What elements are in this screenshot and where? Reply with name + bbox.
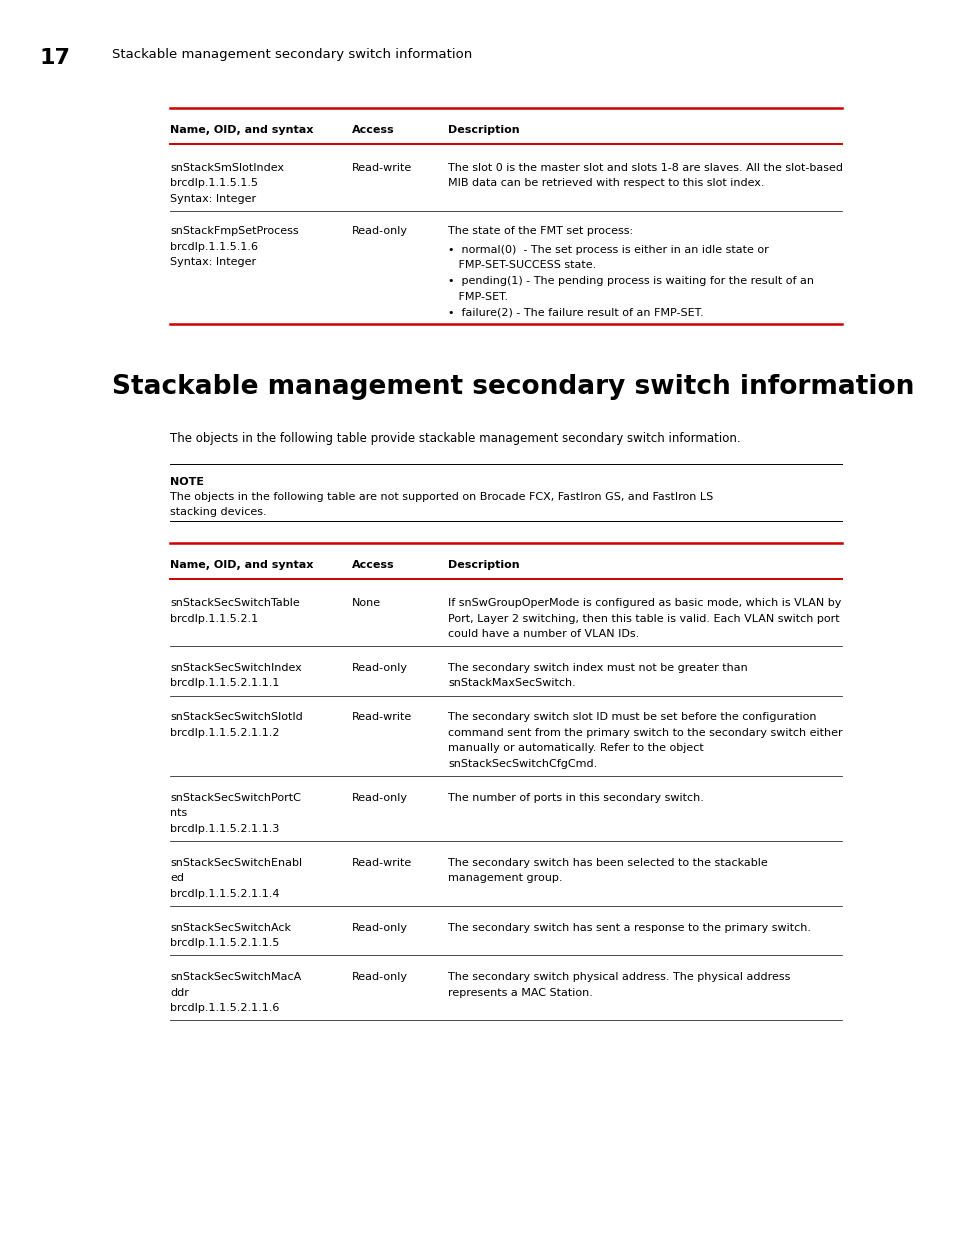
Text: Read-only: Read-only: [352, 923, 408, 932]
Text: brcdIp.1.1.5.2.1: brcdIp.1.1.5.2.1: [170, 614, 258, 624]
Text: snStackSecSwitchAck: snStackSecSwitchAck: [170, 923, 291, 932]
Text: None: None: [352, 598, 381, 608]
Text: command sent from the primary switch to the secondary switch either: command sent from the primary switch to …: [448, 727, 841, 739]
Text: •  normal(0)  - The set process is either in an idle state or: • normal(0) - The set process is either …: [448, 245, 768, 254]
Text: brcdIp.1.1.5.1.6: brcdIp.1.1.5.1.6: [170, 242, 257, 252]
Text: brcdIp.1.1.5.2.1.1.3: brcdIp.1.1.5.2.1.1.3: [170, 824, 279, 834]
Text: If snSwGroupOperMode is configured as basic mode, which is VLAN by: If snSwGroupOperMode is configured as ba…: [448, 598, 841, 608]
Text: Stackable management secondary switch information: Stackable management secondary switch in…: [112, 48, 472, 61]
Text: MIB data can be retrieved with respect to this slot index.: MIB data can be retrieved with respect t…: [448, 179, 763, 189]
Text: FMP-SET-SUCCESS state.: FMP-SET-SUCCESS state.: [448, 261, 596, 270]
Text: 17: 17: [40, 48, 71, 68]
Text: •  failure(2) - The failure result of an FMP-SET.: • failure(2) - The failure result of an …: [448, 308, 703, 317]
Text: ddr: ddr: [170, 988, 189, 998]
Text: snStackSecSwitchIndex: snStackSecSwitchIndex: [170, 663, 301, 673]
Text: The objects in the following table provide stackable management secondary switch: The objects in the following table provi…: [170, 432, 740, 445]
Text: The secondary switch physical address. The physical address: The secondary switch physical address. T…: [448, 972, 789, 983]
Text: Read-only: Read-only: [352, 793, 408, 803]
Text: Name, OID, and syntax: Name, OID, and syntax: [170, 125, 313, 135]
Text: Name, OID, and syntax: Name, OID, and syntax: [170, 559, 313, 571]
Text: •  pending(1) - The pending process is waiting for the result of an: • pending(1) - The pending process is wa…: [448, 275, 813, 287]
Text: Read-only: Read-only: [352, 226, 408, 236]
Text: brcdIp.1.1.5.2.1.1.6: brcdIp.1.1.5.2.1.1.6: [170, 1004, 279, 1014]
Text: snStackSmSlotIndex: snStackSmSlotIndex: [170, 163, 284, 173]
Text: Access: Access: [352, 559, 395, 571]
Text: snStackSecSwitchPortC: snStackSecSwitchPortC: [170, 793, 300, 803]
Text: NOTE: NOTE: [170, 477, 204, 487]
Text: Read-only: Read-only: [352, 972, 408, 983]
Text: Read-write: Read-write: [352, 858, 412, 868]
Text: Syntax: Integer: Syntax: Integer: [170, 194, 255, 204]
Text: Stackable management secondary switch information: Stackable management secondary switch in…: [112, 374, 913, 400]
Text: ed: ed: [170, 873, 184, 883]
Text: represents a MAC Station.: represents a MAC Station.: [448, 988, 592, 998]
Text: snStackFmpSetProcess: snStackFmpSetProcess: [170, 226, 298, 236]
Text: brcdIp.1.1.5.2.1.1.1: brcdIp.1.1.5.2.1.1.1: [170, 678, 279, 688]
Text: snStackMaxSecSwitch.: snStackMaxSecSwitch.: [448, 678, 576, 688]
Text: stacking devices.: stacking devices.: [170, 508, 266, 517]
Text: The secondary switch has sent a response to the primary switch.: The secondary switch has sent a response…: [448, 923, 810, 932]
Text: manually or automatically. Refer to the object: manually or automatically. Refer to the …: [448, 743, 703, 753]
Text: snStackSecSwitchSlotId: snStackSecSwitchSlotId: [170, 713, 302, 722]
Text: brcdIp.1.1.5.2.1.1.4: brcdIp.1.1.5.2.1.1.4: [170, 889, 279, 899]
Text: management group.: management group.: [448, 873, 562, 883]
Text: The state of the FMT set process:: The state of the FMT set process:: [448, 226, 633, 236]
Text: Description: Description: [448, 125, 519, 135]
Text: Read-write: Read-write: [352, 163, 412, 173]
Text: Read-write: Read-write: [352, 713, 412, 722]
Text: snStackSecSwitchTable: snStackSecSwitchTable: [170, 598, 299, 608]
Text: nts: nts: [170, 809, 187, 819]
Text: brcdIp.1.1.5.2.1.1.5: brcdIp.1.1.5.2.1.1.5: [170, 939, 279, 948]
Text: The number of ports in this secondary switch.: The number of ports in this secondary sw…: [448, 793, 703, 803]
Text: Syntax: Integer: Syntax: Integer: [170, 257, 255, 267]
Text: snStackSecSwitchMacA: snStackSecSwitchMacA: [170, 972, 301, 983]
Text: The secondary switch has been selected to the stackable: The secondary switch has been selected t…: [448, 858, 767, 868]
Text: The slot 0 is the master slot and slots 1-8 are slaves. All the slot-based: The slot 0 is the master slot and slots …: [448, 163, 842, 173]
Text: snStackSecSwitchCfgCmd.: snStackSecSwitchCfgCmd.: [448, 760, 597, 769]
Text: Port, Layer 2 switching, then this table is valid. Each VLAN switch port: Port, Layer 2 switching, then this table…: [448, 614, 839, 624]
Text: The secondary switch index must not be greater than: The secondary switch index must not be g…: [448, 663, 747, 673]
Text: brcdIp.1.1.5.2.1.1.2: brcdIp.1.1.5.2.1.1.2: [170, 727, 279, 739]
Text: Read-only: Read-only: [352, 663, 408, 673]
Text: snStackSecSwitchEnabl: snStackSecSwitchEnabl: [170, 858, 302, 868]
Text: could have a number of VLAN IDs.: could have a number of VLAN IDs.: [448, 629, 639, 638]
Text: FMP-SET.: FMP-SET.: [448, 291, 508, 301]
Text: Description: Description: [448, 559, 519, 571]
Text: The objects in the following table are not supported on Brocade FCX, FastIron GS: The objects in the following table are n…: [170, 492, 713, 501]
Text: brcdIp.1.1.5.1.5: brcdIp.1.1.5.1.5: [170, 179, 257, 189]
Text: The secondary switch slot ID must be set before the configuration: The secondary switch slot ID must be set…: [448, 713, 816, 722]
Text: Access: Access: [352, 125, 395, 135]
